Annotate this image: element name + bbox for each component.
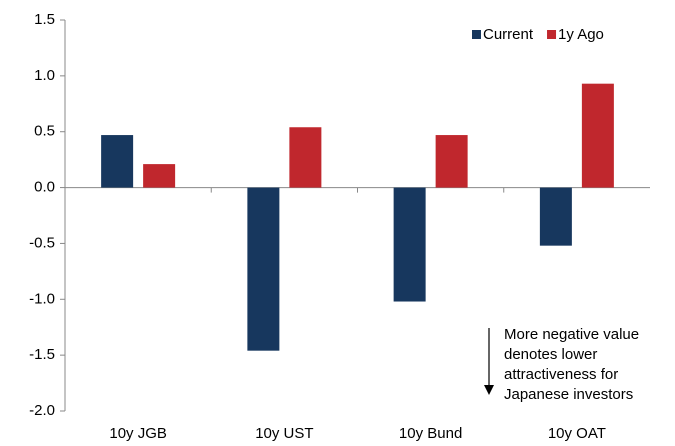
legend-label: Current: [483, 26, 534, 43]
bar: [393, 187, 426, 302]
legend-label: 1y Ago: [558, 26, 604, 43]
y-tick-label: 0.5: [34, 123, 55, 140]
bar: [539, 187, 572, 246]
annotation: More negative value: [504, 326, 639, 343]
x-tick-label: 10y JGB: [109, 425, 167, 442]
x-tick-label: 10y UST: [255, 425, 313, 442]
y-tick-label: -0.5: [29, 234, 55, 251]
legend-swatch: [547, 30, 557, 39]
annotation: Japanese investors: [504, 386, 633, 403]
y-tick-label: -1.5: [29, 346, 55, 363]
bar: [289, 127, 322, 188]
y-tick-label: 1.5: [34, 11, 55, 28]
annotation: attractiveness for: [504, 366, 618, 383]
bar: [143, 164, 176, 188]
y-tick-label: 1.0: [34, 67, 55, 84]
bar: [581, 83, 614, 188]
y-tick-label: 0.0: [34, 179, 55, 196]
bar: [101, 135, 134, 188]
x-tick-label: 10y OAT: [548, 425, 606, 442]
bar: [435, 135, 468, 188]
bar: [247, 187, 280, 351]
y-tick-label: -1.0: [29, 290, 55, 307]
x-tick-label: 10y Bund: [399, 425, 462, 442]
annotation-arrowhead: [484, 385, 494, 395]
y-tick-label: -2.0: [29, 402, 55, 419]
legend-swatch: [472, 30, 481, 39]
annotation: denotes lower: [504, 346, 597, 363]
